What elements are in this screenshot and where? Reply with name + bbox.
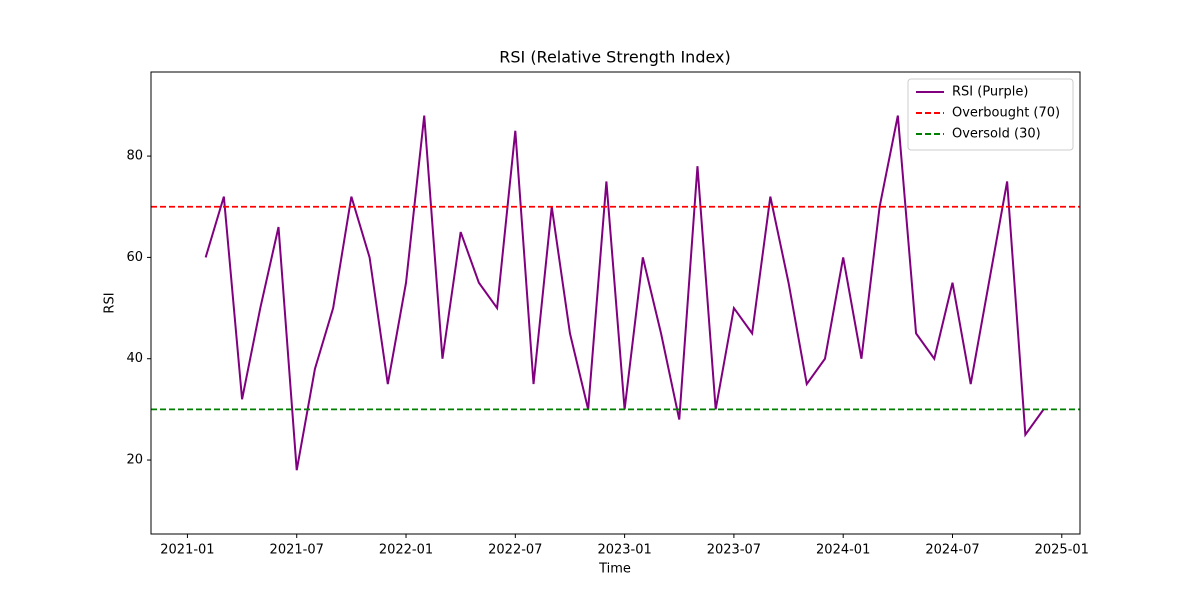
y-tick-label: 60 (126, 250, 143, 265)
legend-label: Oversold (30) (952, 127, 1041, 142)
x-axis-label: Time (598, 562, 631, 577)
y-tick-label: 20 (126, 453, 143, 468)
chart-title: RSI (Relative Strength Index) (499, 48, 731, 67)
x-tick-label: 2024-01 (816, 543, 870, 558)
x-tick-label: 2025-01 (1035, 543, 1089, 558)
x-tick-label: 2023-07 (707, 543, 761, 558)
y-tick-label: 40 (126, 351, 143, 366)
x-tick-label: 2022-01 (379, 543, 433, 558)
x-tick-label: 2023-01 (597, 543, 651, 558)
rsi-line (204, 115, 1045, 471)
x-tick-label: 2021-01 (160, 543, 214, 558)
plot-frame (150, 71, 1081, 535)
legend-label: RSI (Purple) (952, 85, 1028, 100)
x-tick-label: 2024-07 (925, 543, 979, 558)
y-axis-label: RSI (103, 292, 118, 313)
y-tick-label: 80 (126, 149, 143, 164)
x-tick-label: 2021-07 (270, 543, 324, 558)
legend-label: Overbought (70) (952, 106, 1060, 121)
legend-box (907, 78, 1074, 151)
x-tick-label: 2022-07 (488, 543, 542, 558)
